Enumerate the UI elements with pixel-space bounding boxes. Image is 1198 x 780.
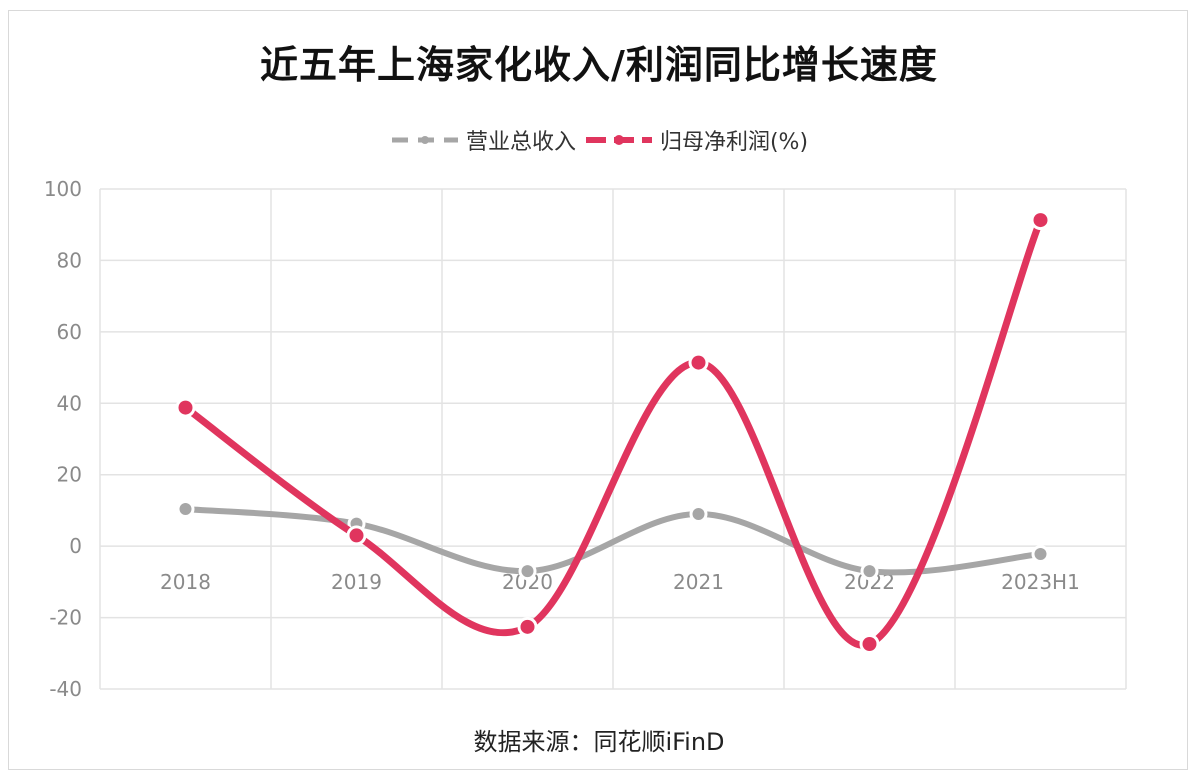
y-tick-label: 100 (44, 177, 82, 201)
chart-title: 近五年上海家化收入/利润同比增长速度 (260, 43, 938, 87)
x-tick-label: 2023H1 (1001, 570, 1080, 594)
y-tick-label: 40 (57, 391, 82, 415)
y-tick-label: 60 (57, 320, 82, 344)
legend-swatch-revenue (391, 136, 458, 144)
data-point (1033, 213, 1048, 228)
data-point (862, 637, 877, 651)
legend-item-profit: 归母净利润(%) (584, 124, 808, 156)
legend-label-revenue: 营业总收入 (465, 130, 576, 155)
data-point (179, 503, 192, 515)
data-point (692, 508, 705, 520)
y-tick-label: 20 (57, 463, 82, 487)
data-point (178, 400, 193, 415)
data-point (520, 619, 535, 634)
x-tick-label: 2018 (160, 570, 211, 594)
y-tick-label: -20 (49, 606, 82, 630)
legend-item-revenue: 营业总收入 (390, 124, 576, 156)
data-source-note: 数据来源：同花顺iFinD (473, 728, 725, 756)
legend-label-profit: 归母净利润(%) (659, 130, 809, 155)
y-tick-label: -40 (49, 677, 82, 701)
chart-legend: 营业总收入 归母净利润(%) (0, 124, 1198, 156)
data-point (863, 565, 876, 578)
x-tick-label: 2019 (331, 570, 382, 594)
chart-frame (8, 10, 1188, 770)
data-point (521, 565, 534, 578)
y-tick-label: 0 (69, 534, 82, 558)
x-tick-label: 2021 (673, 570, 724, 594)
data-point (349, 528, 364, 543)
data-point (691, 355, 706, 370)
data-point (1034, 548, 1047, 560)
y-tick-label: 80 (57, 248, 82, 272)
legend-swatch-profit (585, 135, 652, 145)
